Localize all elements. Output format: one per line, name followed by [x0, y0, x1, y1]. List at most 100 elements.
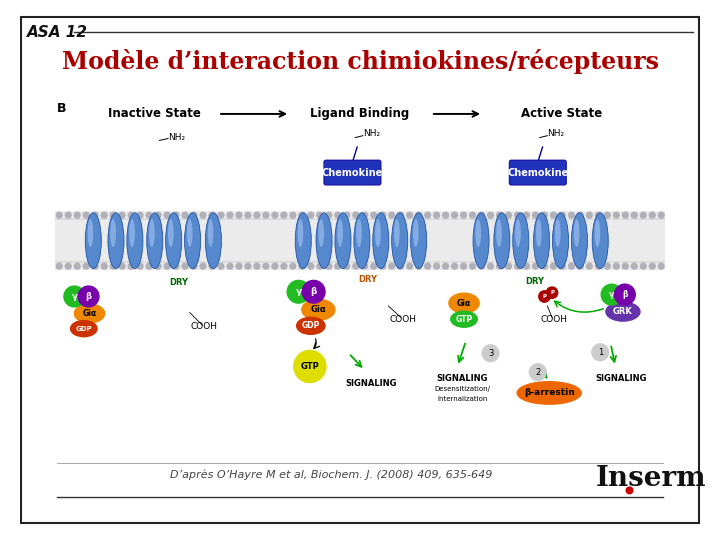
Circle shape	[226, 262, 233, 270]
Ellipse shape	[494, 213, 510, 268]
Text: β: β	[310, 287, 317, 296]
Circle shape	[361, 212, 369, 219]
Text: NH₂: NH₂	[547, 129, 564, 138]
Circle shape	[550, 212, 557, 219]
Ellipse shape	[318, 219, 324, 247]
Circle shape	[352, 262, 359, 270]
Circle shape	[73, 212, 81, 219]
Circle shape	[532, 212, 539, 219]
Circle shape	[451, 262, 458, 270]
Ellipse shape	[354, 213, 370, 268]
Circle shape	[127, 212, 135, 219]
Text: P: P	[550, 290, 554, 295]
Circle shape	[478, 212, 485, 219]
Circle shape	[546, 287, 558, 299]
Circle shape	[145, 212, 153, 219]
Ellipse shape	[515, 219, 521, 247]
Text: Ligand Binding: Ligand Binding	[310, 107, 410, 120]
Circle shape	[539, 291, 550, 302]
Circle shape	[155, 212, 162, 219]
Circle shape	[83, 262, 90, 270]
Circle shape	[442, 212, 449, 219]
Circle shape	[639, 212, 647, 219]
Circle shape	[208, 212, 215, 219]
Text: GDP: GDP	[76, 326, 92, 332]
Circle shape	[235, 262, 243, 270]
Ellipse shape	[606, 302, 640, 321]
Circle shape	[325, 262, 333, 270]
Circle shape	[217, 212, 225, 219]
Circle shape	[487, 212, 494, 219]
Text: DRY: DRY	[169, 278, 188, 287]
Circle shape	[604, 212, 611, 219]
Circle shape	[657, 212, 665, 219]
Ellipse shape	[555, 219, 560, 247]
Ellipse shape	[127, 213, 143, 268]
Text: Internalization: Internalization	[437, 396, 487, 402]
Circle shape	[523, 262, 530, 270]
Ellipse shape	[574, 219, 580, 247]
Circle shape	[613, 212, 620, 219]
Circle shape	[262, 212, 269, 219]
Circle shape	[65, 262, 72, 270]
Text: DRY: DRY	[358, 275, 377, 284]
Circle shape	[595, 262, 602, 270]
Text: Giα: Giα	[310, 305, 326, 314]
Text: Active State: Active State	[521, 107, 602, 120]
Circle shape	[65, 212, 72, 219]
Text: γ: γ	[295, 287, 302, 296]
Circle shape	[91, 212, 99, 219]
Circle shape	[529, 363, 546, 381]
Ellipse shape	[302, 299, 335, 320]
Ellipse shape	[513, 213, 528, 268]
Circle shape	[621, 262, 629, 270]
Circle shape	[397, 212, 404, 219]
Circle shape	[181, 262, 189, 270]
Circle shape	[137, 212, 144, 219]
Circle shape	[424, 212, 431, 219]
Ellipse shape	[496, 219, 502, 247]
Circle shape	[253, 212, 261, 219]
Text: Desensitization/: Desensitization/	[434, 386, 490, 392]
Ellipse shape	[536, 219, 541, 247]
Circle shape	[370, 262, 377, 270]
Circle shape	[559, 262, 566, 270]
Circle shape	[173, 212, 179, 219]
Text: GTP: GTP	[300, 362, 319, 371]
Circle shape	[298, 212, 305, 219]
Circle shape	[343, 262, 351, 270]
Text: GTP: GTP	[456, 315, 472, 323]
Circle shape	[631, 212, 638, 219]
Circle shape	[639, 262, 647, 270]
Circle shape	[614, 284, 635, 305]
Circle shape	[541, 262, 548, 270]
Circle shape	[109, 262, 117, 270]
Circle shape	[253, 262, 261, 270]
Text: GRK: GRK	[613, 307, 633, 316]
Circle shape	[244, 212, 251, 219]
Ellipse shape	[473, 213, 489, 268]
Ellipse shape	[147, 213, 163, 268]
Circle shape	[235, 212, 243, 219]
FancyBboxPatch shape	[324, 160, 381, 185]
Circle shape	[325, 212, 333, 219]
Text: COOH: COOH	[541, 315, 567, 323]
Circle shape	[127, 262, 135, 270]
Text: SIGNALING: SIGNALING	[595, 374, 647, 383]
Circle shape	[424, 262, 431, 270]
Circle shape	[109, 212, 117, 219]
Circle shape	[406, 212, 413, 219]
Ellipse shape	[297, 219, 303, 247]
Text: COOH: COOH	[190, 322, 217, 331]
Circle shape	[226, 212, 233, 219]
Circle shape	[181, 212, 189, 219]
Text: Giα: Giα	[82, 309, 96, 318]
Circle shape	[119, 212, 126, 219]
Ellipse shape	[337, 219, 343, 247]
Circle shape	[442, 262, 449, 270]
Circle shape	[460, 212, 467, 219]
Circle shape	[379, 262, 387, 270]
Text: 3: 3	[488, 349, 493, 357]
Circle shape	[294, 350, 326, 382]
Text: β: β	[622, 290, 628, 299]
